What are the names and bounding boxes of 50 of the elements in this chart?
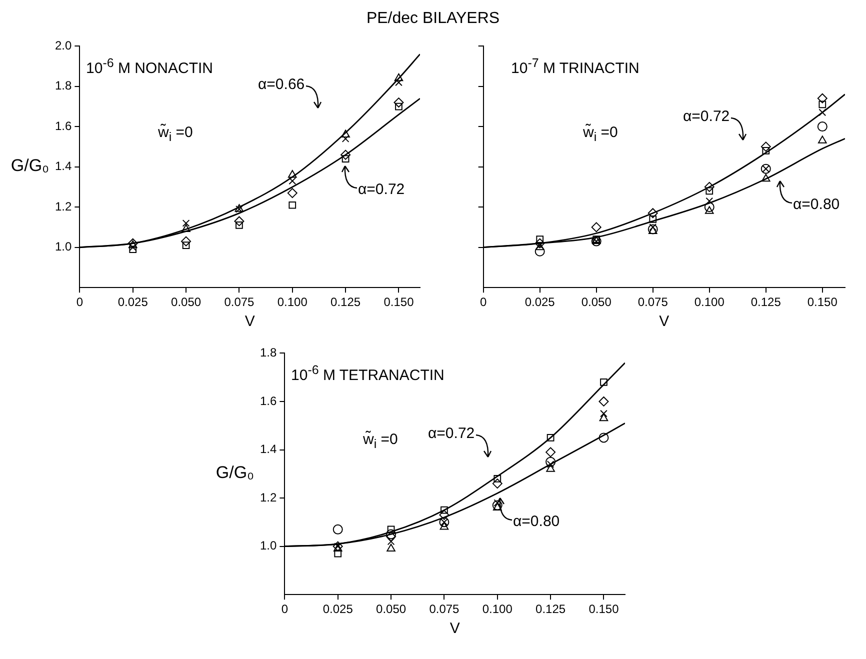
x-axis-title: V: [450, 620, 460, 638]
y-tick-label: 2.0: [54, 38, 72, 53]
y-tick-label: 1.0: [260, 538, 277, 553]
chart-title: PE/dec BILAYERS: [365, 10, 501, 28]
x-tick-label: 0: [76, 295, 84, 310]
x-tick-label: 0.125: [536, 602, 566, 616]
annotation: 10$^{-6}$ M TETRANACTIN: [291, 363, 444, 384]
x-tick-label: 0.025: [118, 295, 148, 310]
x-tick-label: 0.075: [224, 295, 255, 310]
x-tick-label: 0.050: [581, 295, 612, 310]
annotation: α=0.72: [683, 108, 730, 125]
y-tick-label: 1.6: [260, 394, 277, 408]
x-tick-label: 0.150: [588, 602, 620, 616]
x-tick-label: 0: [281, 602, 288, 616]
y-tick-label: 1.2: [260, 490, 277, 504]
annotation: α=0.72: [358, 181, 405, 198]
y-tick-label: 1.8: [54, 78, 72, 93]
annotation: 10$^{-7}$ M TRINACTIN: [511, 56, 640, 77]
y-tick-label: 1.2: [54, 199, 72, 214]
y-axis-title: G/G₀: [10, 156, 50, 176]
x-tick-label: 0.075: [638, 295, 668, 310]
annotation: α=0.80: [513, 513, 560, 530]
annotation: α=0.66: [258, 76, 305, 93]
y-tick-label: 1.6: [54, 118, 72, 133]
x-tick-label: 0.150: [807, 295, 838, 310]
x-tick-label: 0.025: [322, 602, 354, 616]
y-tick-label: 1.8: [260, 346, 277, 360]
annotation: w̃$_{i}$ =0: [583, 124, 618, 144]
x-tick-label: 0.150: [384, 295, 414, 310]
x-tick-label: 0.100: [277, 295, 308, 310]
x-tick-label: 0.100: [694, 295, 725, 310]
y-tick-label: 1.4: [54, 159, 72, 174]
annotation: w̃$_{i}$ =0: [363, 431, 398, 451]
annotation: α=0.72: [428, 425, 475, 442]
annotation: w̃$_{i}$ =0: [158, 124, 193, 144]
annotation: α=0.80: [793, 196, 840, 213]
x-tick-label: 0.050: [376, 602, 406, 616]
y-axis-title: G/G₀: [214, 463, 256, 483]
x-tick-label: 0.125: [330, 295, 361, 310]
x-tick-label: 0.025: [524, 295, 556, 310]
y-tick-label: 1.4: [260, 442, 277, 456]
x-tick-label: 0.075: [429, 602, 460, 616]
x-axis-title: V: [659, 313, 670, 330]
x-tick-label: 0.125: [750, 295, 782, 310]
x-tick-label: 0.100: [482, 602, 513, 616]
annotation: 10$^{-6}$ M NONACTIN: [86, 56, 213, 77]
x-axis-title: V: [244, 313, 255, 330]
y-tick-label: 1.0: [54, 240, 72, 254]
x-tick-label: 0: [480, 295, 487, 310]
x-tick-label: 0.050: [171, 295, 202, 310]
